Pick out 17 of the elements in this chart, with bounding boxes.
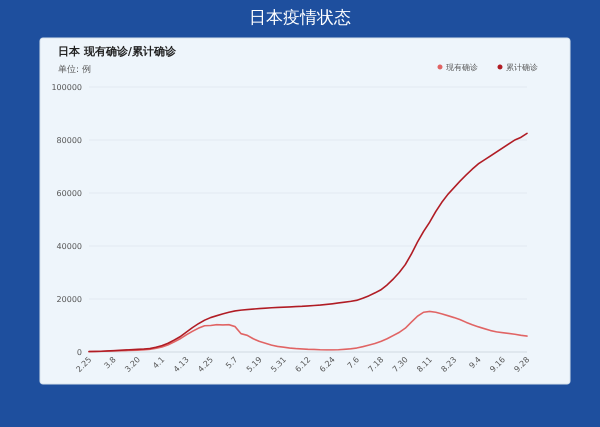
chart-title: 日本疫情状态 xyxy=(249,8,351,28)
chart-subtitle: 日本 现有确诊/累计确诊 xyxy=(58,45,177,58)
x-tick-label: 5.7 xyxy=(224,355,240,370)
x-tick-label: 3.8 xyxy=(102,355,118,370)
x-tick-label: 9.4 xyxy=(467,355,483,370)
line-series xyxy=(88,132,528,352)
x-tick-label: 7.6 xyxy=(346,355,362,370)
legend-label: 累计确诊 xyxy=(506,63,538,72)
y-tick-label: 40000 xyxy=(56,242,82,251)
y-tick-label: 60000 xyxy=(56,189,82,198)
y-tick-label: 20000 xyxy=(56,295,82,304)
y-tick-label: 80000 xyxy=(56,136,82,145)
y-tick-label: 100000 xyxy=(51,83,82,92)
y-tick-label: 0 xyxy=(76,348,82,357)
legend-label: 现有确诊 xyxy=(446,63,478,72)
y-axis-title: 单位: 例 xyxy=(58,64,91,75)
x-tick-label: 4.1 xyxy=(151,355,166,370)
